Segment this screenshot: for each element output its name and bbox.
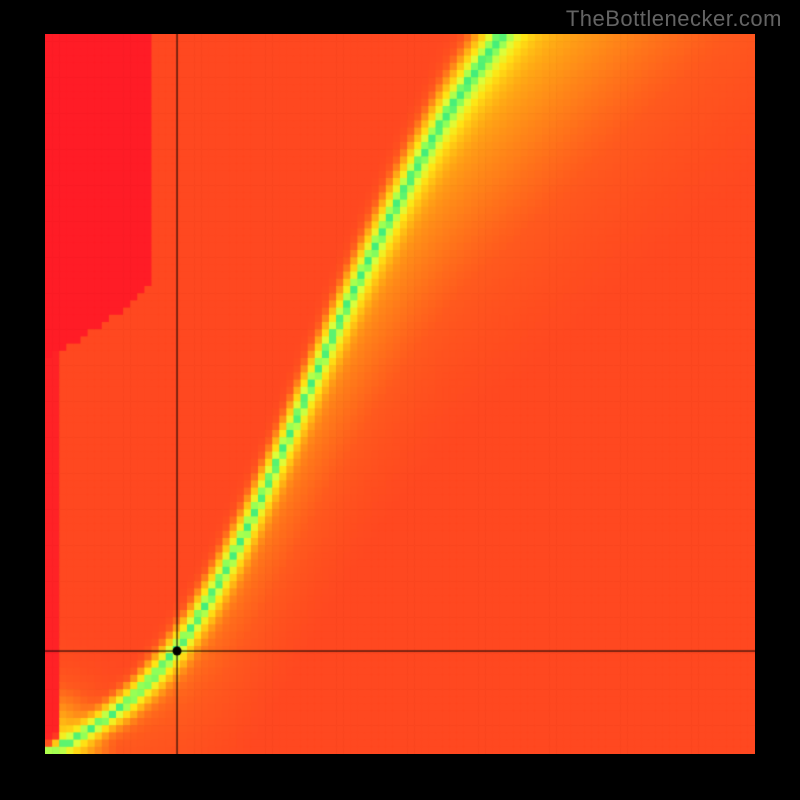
heatmap-plot: [45, 34, 755, 754]
watermark-text: TheBottlenecker.com: [566, 6, 782, 32]
heatmap-canvas: [45, 34, 755, 754]
